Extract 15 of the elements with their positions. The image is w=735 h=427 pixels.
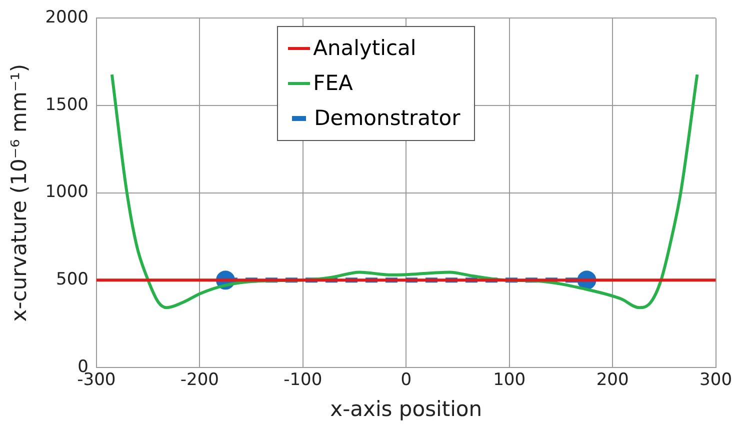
x-tick-label: 100 xyxy=(493,370,526,390)
legend-label: FEA xyxy=(313,70,353,98)
y-axis-title: x-curvature (10⁻⁶ mm⁻¹) xyxy=(7,64,32,322)
legend-label: Analytical xyxy=(313,35,416,62)
y-tick-label: 1000 xyxy=(45,182,88,202)
legend-label: Demonstrator xyxy=(314,105,460,132)
y-tick-label: 500 xyxy=(56,270,88,290)
x-tick-label: 200 xyxy=(596,370,629,390)
x-tick-label: -200 xyxy=(180,370,219,390)
x-axis-title: x-axis position xyxy=(330,396,482,421)
x-tick-label: 300 xyxy=(700,370,732,390)
x-tick-label: 0 xyxy=(400,370,412,390)
x-tick-label: -100 xyxy=(284,370,322,390)
y-tick-label: 1500 xyxy=(45,94,88,115)
y-tick-label: 2000 xyxy=(45,8,88,28)
